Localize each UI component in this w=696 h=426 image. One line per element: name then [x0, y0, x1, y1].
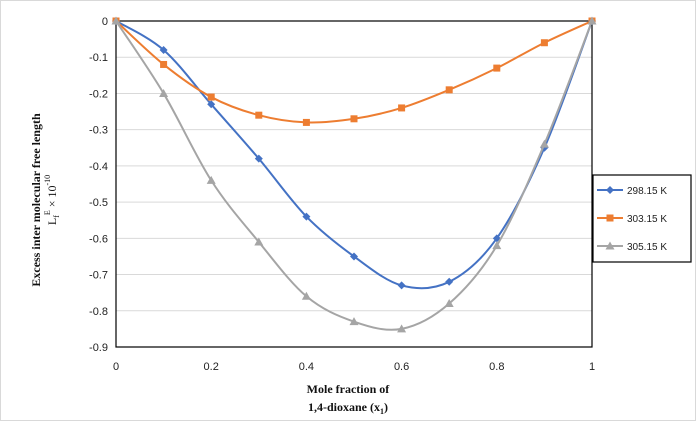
- x-tick-label: 0.4: [299, 361, 314, 373]
- legend-label: 305.15 K: [627, 242, 667, 253]
- x-axis-title-line2: 1,4-dioxane (x1): [308, 400, 388, 416]
- y-tick-label: -0.7: [89, 270, 108, 282]
- data-point: [302, 212, 311, 221]
- series-3: [111, 16, 597, 333]
- data-point: [207, 100, 216, 109]
- data-point: [159, 45, 168, 54]
- legend: 298.15 K 303.15 K 305.15 K: [592, 174, 692, 263]
- legend-marker: [606, 186, 614, 194]
- data-point: [255, 111, 263, 119]
- y-axis-title-line2: LfE × 10-10: [43, 175, 61, 225]
- y-tick-label: -0.2: [89, 88, 108, 100]
- x-axis-title-line2-text: 1,4-dioxane (x: [308, 400, 380, 414]
- data-point: [254, 154, 263, 163]
- legend-marker: [606, 214, 614, 222]
- data-point: [493, 64, 501, 72]
- data-point: [160, 60, 168, 68]
- plot-area-border: [115, 20, 593, 348]
- y-axis-ticks: 0 -0.1 -0.2 -0.3 -0.4 -0.5 -0.6 -0.7 -0.8 -0.9: [89, 16, 108, 354]
- x-axis-title-close: ): [384, 400, 388, 414]
- data-point: [492, 241, 502, 250]
- y-tick-label: -0.4: [89, 161, 108, 173]
- y-axis-title: Excess inter molecular free length: [29, 113, 43, 287]
- data-point: [445, 86, 453, 94]
- legend-items: 298.15 K 303.15 K 305.15 K: [597, 186, 667, 253]
- data-point: [349, 317, 359, 326]
- legend-item: 303.15 K: [597, 214, 667, 225]
- legend-item: 305.15 K: [597, 241, 667, 253]
- y-tick-label: -0.6: [89, 233, 108, 245]
- data-point: [398, 104, 406, 112]
- y-tick-label: -0.5: [89, 197, 108, 209]
- data-point: [445, 277, 454, 286]
- data-point: [397, 281, 406, 290]
- y-axis-title-subscript: f: [52, 215, 61, 218]
- data-point: [397, 324, 407, 333]
- y-axis-title-superscript: E: [43, 210, 52, 215]
- legend-label: 298.15 K: [627, 186, 667, 197]
- data-point: [207, 93, 215, 101]
- data-point: [254, 237, 264, 246]
- data-point: [587, 16, 597, 25]
- data-point: [350, 115, 358, 123]
- data-point: [539, 139, 549, 148]
- y-tick-label: -0.8: [89, 306, 108, 318]
- x-tick-label: 1: [589, 361, 595, 373]
- x-tick-label: 0.6: [394, 361, 409, 373]
- x-tick-label: 0.8: [489, 361, 504, 373]
- x-tick-label: 0: [113, 361, 119, 373]
- x-axis-title-subscript: 1: [380, 407, 384, 416]
- legend-marker: [605, 241, 615, 250]
- data-point: [206, 175, 216, 184]
- data-point: [350, 252, 358, 261]
- x-axis-ticks: 0 0.2 0.4 0.6 0.8 1: [113, 361, 595, 373]
- x-tick-label: 0.2: [204, 361, 219, 373]
- legend-item: 298.15 K: [597, 186, 667, 197]
- data-point: [302, 118, 310, 126]
- data-point: [159, 88, 169, 97]
- x-axis-title: Mole fraction of: [307, 382, 391, 396]
- data-point: [111, 16, 121, 25]
- y-tick-label: 0: [102, 16, 108, 28]
- y-axis-title-multiplier: × 10: [45, 185, 59, 210]
- data-point: [444, 299, 454, 308]
- data-point: [301, 291, 311, 300]
- legend-label: 303.15 K: [627, 214, 667, 225]
- series-layer: [111, 16, 597, 333]
- y-axis-title-exponent: -10: [43, 175, 52, 186]
- y-tick-label: -0.3: [89, 125, 108, 137]
- y-tick-label: -0.1: [89, 52, 108, 64]
- y-axis-title-symbol: L: [45, 218, 59, 225]
- y-tick-label: -0.9: [89, 342, 108, 354]
- data-point: [540, 39, 548, 47]
